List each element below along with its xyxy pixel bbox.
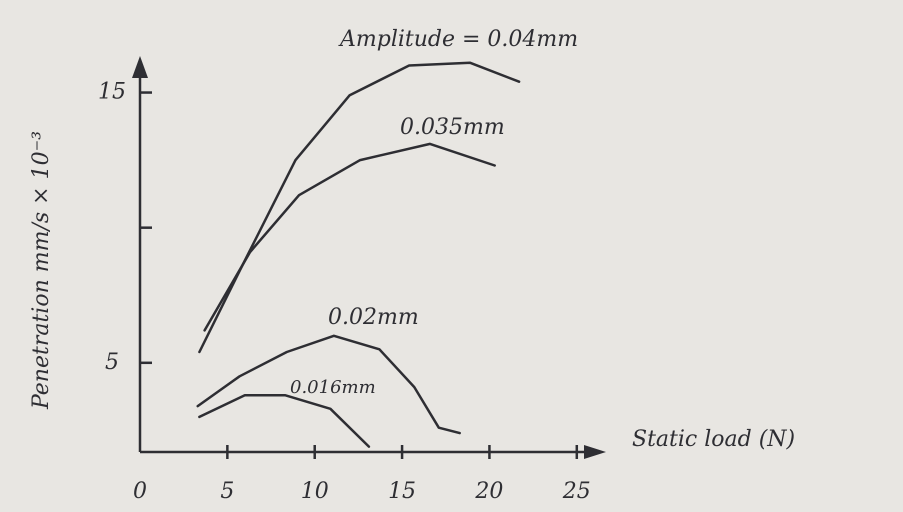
series-label: 0.035mm (400, 115, 505, 140)
x-arrow (584, 445, 606, 459)
series-label: 0.02mm (328, 305, 419, 330)
x-tick-label: 0 (133, 479, 147, 504)
y-arrow (132, 56, 148, 78)
series-line (203, 142, 496, 332)
x-axis-label: Static load (N) (632, 427, 795, 452)
x-tick-label: 20 (474, 479, 503, 504)
y-axis-label: Penetration mm/s × 10⁻³ (29, 131, 54, 410)
series-line (198, 393, 371, 448)
x-tick-label: 25 (562, 479, 591, 504)
series-label: Amplitude = 0.04mm (338, 27, 578, 52)
x-tick-label: 10 (301, 479, 329, 504)
series-label: 0.016mm (290, 377, 376, 398)
y-tick-label: 5 (105, 350, 119, 375)
x-tick-label: 5 (220, 479, 234, 504)
x-tick-label: 15 (388, 479, 416, 504)
y-tick-label: 15 (98, 80, 126, 105)
series-line (196, 334, 461, 435)
